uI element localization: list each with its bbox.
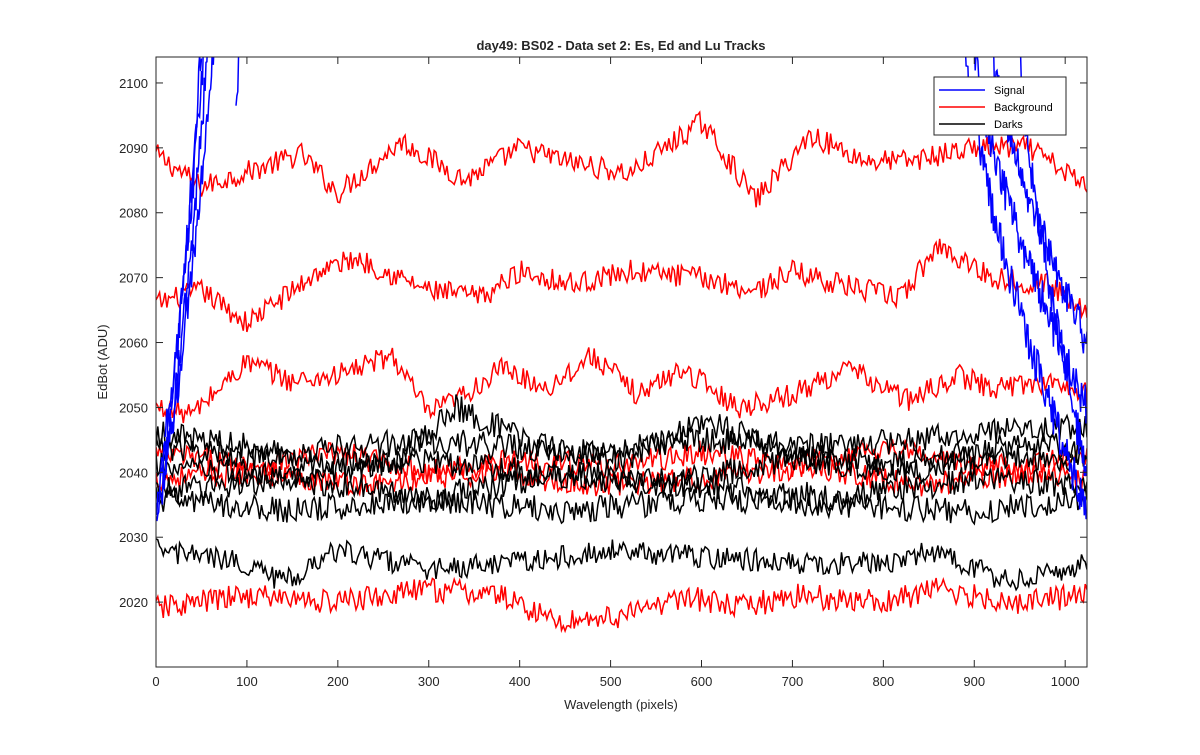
series-line-signal [1019,57,1087,477]
series-line-signal [993,57,1087,354]
series-line-signal [164,57,203,438]
x-tick-label: 800 [872,674,894,689]
y-tick-label: 2020 [119,595,148,610]
x-tick-label: 700 [782,674,804,689]
x-tick-label: 100 [236,674,258,689]
y-tick-label: 2030 [119,530,148,545]
y-tick-label: 2080 [119,206,148,221]
series-line-background [156,110,1087,208]
x-tick-label: 900 [963,674,985,689]
y-tick-label: 2100 [119,76,148,91]
x-axis-label: Wavelength (pixels) [564,697,678,712]
legend-box [933,76,1067,136]
legend: Signal Background Darks [933,76,1067,136]
series-line-background [156,576,1087,634]
series-line-signal [159,57,215,477]
series-line-signal [235,57,240,106]
y-tick-label: 2060 [119,336,148,351]
series-layer [156,110,1087,634]
series-line-darks [156,538,1087,592]
series-line-background [156,238,1087,333]
series-line-signal [156,57,208,522]
x-tick-label: 300 [418,674,440,689]
legend-label-signal: Signal [994,85,1025,97]
x-tick-label: 1000 [1051,674,1080,689]
series-line-darks [156,432,1087,498]
axes-box [155,56,1088,668]
y-tick-label: 2070 [119,271,148,286]
y-ticks: 2020 2030 2040 2050 2060 2070 2080 2090 2100 [119,76,1087,610]
series-line-background [156,438,1087,484]
y-tick-label: 2040 [119,465,148,480]
legend-label-background: Background [994,102,1053,114]
series-line-signal [964,57,1087,520]
x-tick-label: 500 [600,674,622,689]
series-line-darks [156,484,1087,526]
x-tick-label: 200 [327,674,349,689]
series-line-darks [156,413,1087,467]
plot-area [156,57,1087,667]
series-line-darks [156,394,1087,479]
y-tick-label: 2050 [119,400,148,415]
x-ticks: 0 100 200 300 400 500 600 700 800 900 1000 [152,57,1080,689]
x-tick-label: 400 [509,674,531,689]
x-tick-label: 600 [691,674,713,689]
legend-label-darks: Darks [994,119,1023,131]
y-tick-label: 2090 [119,141,148,156]
chart-title: day49: BS02 - Data set 2: Es, Ed and Lu … [476,38,765,53]
signal-layer [156,57,1087,522]
series-line-background [156,347,1087,424]
y-axis-label: EdBot (ADU) [95,324,110,399]
x-tick-label: 0 [152,674,159,689]
